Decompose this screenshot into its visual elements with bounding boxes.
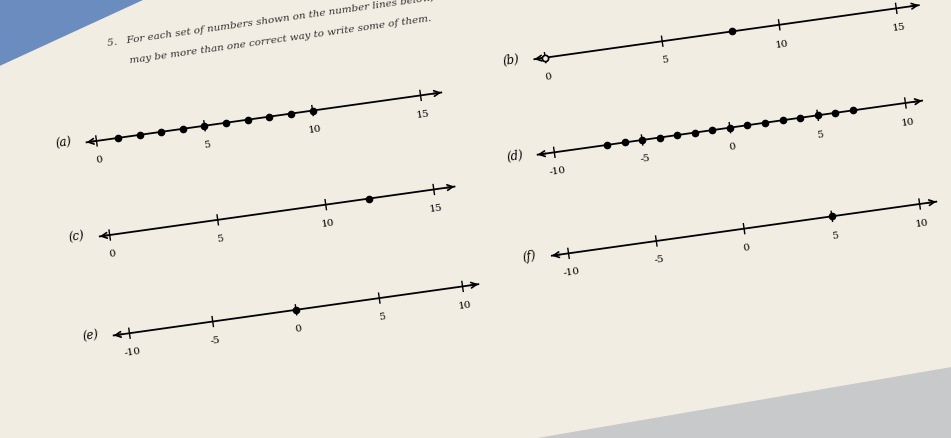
Text: 5: 5 [204,140,211,150]
Text: 0: 0 [295,324,302,334]
Text: 10: 10 [775,39,789,49]
Text: may be more than one correct way to write some of them.: may be more than one correct way to writ… [109,14,432,68]
Text: 0: 0 [728,142,736,152]
Text: (d): (d) [506,148,524,163]
Text: (e): (e) [82,329,100,344]
Text: 0: 0 [743,243,750,253]
Text: -10: -10 [124,347,141,358]
Text: 10: 10 [915,218,929,229]
Polygon shape [0,0,250,88]
Text: 0: 0 [544,72,552,82]
Text: -5: -5 [639,154,650,165]
Text: 5: 5 [661,56,669,65]
Text: 5.   For each set of numbers shown on the number lines below, write the set usin: 5. For each set of numbers shown on the … [107,0,680,49]
Text: 5: 5 [817,130,825,140]
Text: 15: 15 [417,110,431,120]
Text: 5: 5 [378,312,386,322]
Text: 5: 5 [830,231,839,240]
Text: (f): (f) [521,250,536,264]
Text: 10: 10 [458,300,473,311]
Text: (b): (b) [502,53,520,68]
Text: -5: -5 [210,336,221,346]
Text: 15: 15 [892,22,906,33]
Text: 10: 10 [901,117,915,128]
Text: 15: 15 [429,203,444,214]
Text: 10: 10 [308,124,322,135]
Text: -10: -10 [562,267,580,278]
Text: (c): (c) [68,230,86,245]
Text: 0: 0 [108,249,116,259]
Text: (a): (a) [54,136,72,151]
Text: -10: -10 [548,166,566,177]
Text: 10: 10 [321,219,336,230]
Text: -5: -5 [653,255,665,265]
Text: 0: 0 [95,155,103,165]
Text: 5: 5 [217,234,224,244]
